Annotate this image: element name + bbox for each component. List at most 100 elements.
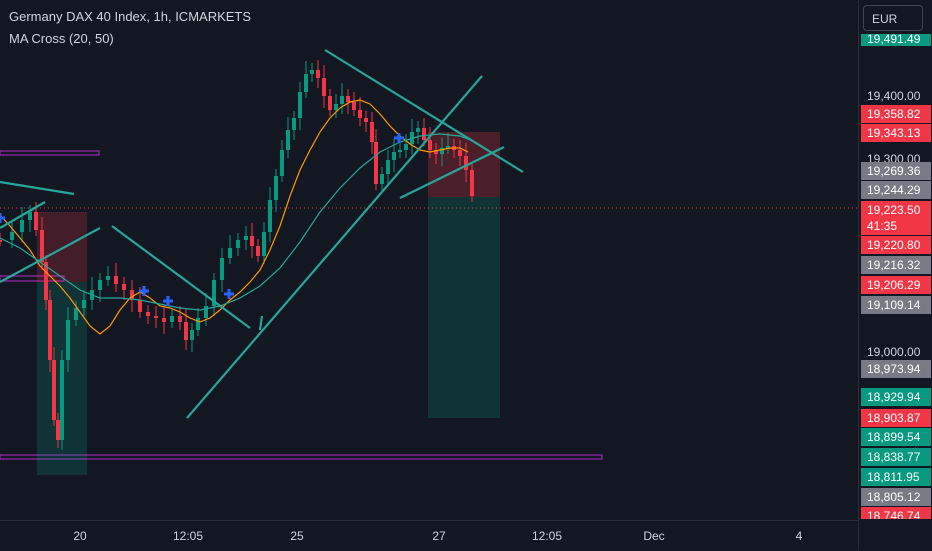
price-tag: 19,206.29 (861, 276, 931, 294)
price-tag: 19,216.32 (861, 256, 931, 274)
candle-body (34, 212, 38, 230)
candle-body (60, 360, 64, 440)
candle-body (236, 240, 240, 248)
candle-body (262, 232, 266, 256)
price-tag: 41:35 (861, 217, 931, 235)
candle-body (212, 280, 216, 306)
support-level-box[interactable] (0, 454, 603, 460)
candle-body (48, 300, 52, 360)
candle-body (106, 276, 110, 280)
candle-body (404, 144, 408, 150)
candle-body (298, 92, 302, 118)
time-label: 25 (290, 529, 304, 543)
candle-body (268, 200, 272, 232)
candle-body (28, 212, 32, 220)
candle-body (204, 306, 208, 318)
time-label: 12:05 (172, 529, 204, 543)
candle-body (190, 330, 194, 340)
currency-selector[interactable]: EUR (863, 5, 923, 31)
candle-body (352, 102, 356, 110)
price-tag: 19,244.29 (861, 181, 931, 199)
candle-body (138, 300, 142, 312)
time-axis[interactable]: 20 12:05 25 27 12:05 Dec 4 (0, 520, 858, 551)
candle-body (416, 128, 420, 132)
price-chart[interactable] (0, 0, 858, 520)
candle-body (244, 236, 248, 240)
candle-body (280, 150, 284, 176)
price-tag: 19,220.80 (861, 236, 931, 254)
candle-body (370, 122, 374, 142)
candle-body (56, 420, 60, 440)
candle-body (322, 78, 326, 96)
time-label: 4 (795, 529, 803, 543)
trendlines[interactable] (0, 49, 524, 419)
candle-body (470, 170, 474, 196)
candle-body (458, 150, 462, 156)
candle-body (464, 156, 468, 170)
price-tag: 18,838.77 (861, 448, 931, 466)
candle-body (66, 320, 70, 360)
candle-body (146, 312, 150, 316)
candle-body (364, 118, 368, 122)
candle-body (122, 284, 126, 290)
price-tag: 18,929.94 (861, 388, 931, 406)
ma-cross-markers (0, 133, 404, 306)
candle-body (316, 70, 320, 78)
candle-body (334, 104, 338, 110)
candle-body (170, 316, 174, 322)
candle-body (40, 230, 44, 262)
price-grid-label: 19,300.00 (867, 152, 921, 162)
time-label: Dec (643, 529, 665, 543)
candle-body (440, 148, 444, 154)
candle-body (0, 240, 2, 242)
price-tag: 19,109.14 (861, 296, 931, 314)
price-tag: 18,903.87 (861, 409, 931, 427)
candle-body (250, 236, 254, 246)
resistance-level-box[interactable] (0, 150, 100, 156)
candle-body (346, 96, 350, 102)
candle-body (434, 150, 438, 154)
indicator-legend[interactable]: MA Cross (20, 50) (9, 31, 114, 46)
symbol-title[interactable]: Germany DAX 40 Index, 1h, ICMARKETS (9, 9, 252, 24)
candle-body (162, 318, 166, 322)
candle-body (74, 308, 78, 320)
candle-body (386, 160, 390, 174)
candle-body (178, 316, 182, 322)
time-label: 20 (73, 529, 87, 543)
candle-body (82, 300, 86, 308)
price-tag: 18,811.95 (861, 468, 931, 486)
candle-body (154, 316, 158, 318)
candle-body (340, 96, 344, 104)
candle-body (10, 232, 14, 240)
candle-body (446, 146, 450, 148)
candle-body (398, 150, 402, 152)
candle-body (422, 128, 426, 140)
ma-fast-line (0, 99, 469, 335)
price-tag: 18,899.54 (861, 428, 931, 446)
candle-body (304, 74, 308, 92)
short-position-target-zone-right[interactable] (428, 197, 500, 418)
price-tag: 19,269.36 (861, 162, 931, 180)
candle-body (44, 262, 48, 300)
time-label: 27 (432, 529, 446, 543)
candle-body (184, 322, 188, 340)
candle-body (374, 142, 378, 184)
candle-body (98, 280, 102, 290)
candle-body (286, 130, 290, 150)
price-tag: 18,805.12 (861, 488, 931, 506)
candle-body (114, 276, 118, 284)
time-label: 12:05 (531, 529, 563, 543)
candle-body (292, 118, 296, 130)
price-tag: 19,223.50 (861, 201, 931, 219)
candle-body (328, 96, 332, 110)
candle-body (220, 258, 224, 280)
candle-body (428, 140, 432, 150)
price-grid-label: 19,000.00 (867, 345, 921, 359)
candle-body (196, 318, 200, 330)
candlestick-series (0, 60, 474, 450)
candle-body (358, 110, 362, 118)
candle-body (380, 174, 384, 184)
price-grid-label: 19,400.00 (867, 89, 921, 103)
price-axis[interactable]: EUR 19,491.49 19,400.00 19,300.00 19,000… (858, 0, 932, 550)
price-tag: 19,358.82 (861, 105, 931, 123)
